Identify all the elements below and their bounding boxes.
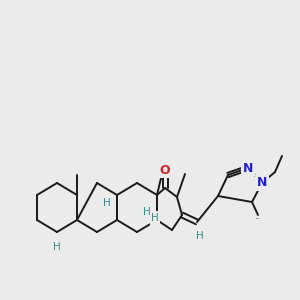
Text: N: N [257, 176, 267, 190]
Text: H: H [143, 207, 151, 217]
Text: N: N [243, 161, 253, 175]
Text: O: O [160, 164, 170, 176]
Text: H: H [196, 231, 204, 241]
Text: methyl: methyl [256, 218, 260, 219]
Text: H: H [151, 213, 159, 223]
Text: H: H [103, 198, 111, 208]
Text: H: H [143, 210, 151, 220]
Text: H: H [53, 242, 61, 252]
